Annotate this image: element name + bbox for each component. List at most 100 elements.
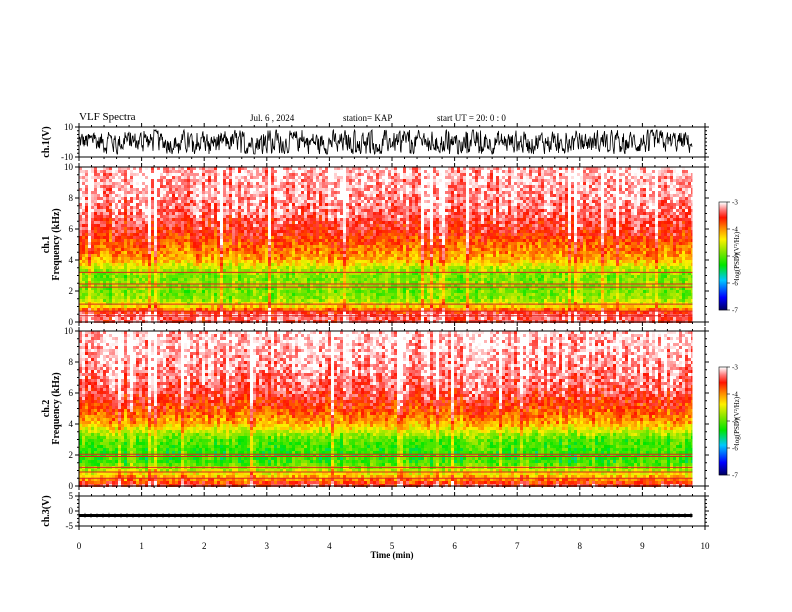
spectrogram-cell: [193, 236, 196, 239]
spectrogram-cell: [502, 206, 505, 209]
spectrogram-cell: [523, 227, 526, 230]
spectrogram-cell: [298, 200, 301, 203]
spectrogram-cell: [304, 179, 307, 182]
spectrogram-cell: [274, 215, 277, 218]
spectrogram-cell: [340, 224, 343, 227]
spectrogram-cell: [271, 206, 274, 209]
spectrogram-cell: [178, 236, 181, 239]
spectrogram-cell: [361, 239, 364, 242]
spectrogram-cell: [388, 203, 391, 206]
spectrogram-cell: [316, 167, 319, 170]
spectrogram-cell: [313, 218, 316, 221]
spectrogram-cell: [517, 185, 520, 188]
spectrogram-cell: [250, 203, 253, 206]
spectrogram-cell: [304, 221, 307, 224]
spectrogram-cell: [676, 221, 679, 224]
spectrogram-cell: [289, 239, 292, 242]
spectrogram-cell: [331, 239, 334, 242]
spectrogram-cell: [388, 176, 391, 179]
spectrogram-cell: [232, 227, 235, 230]
spectrogram-cell: [382, 197, 385, 200]
spectrogram-cell: [619, 197, 622, 200]
spectrogram-cell: [130, 185, 133, 188]
spectrogram-cell: [679, 206, 682, 209]
spectrogram-cell: [205, 206, 208, 209]
spectrogram-cell: [343, 212, 346, 215]
spectrogram-cell: [460, 200, 463, 203]
spectrogram-cell: [421, 173, 427, 176]
spectrogram-cell: [658, 236, 661, 239]
spectrogram-cell: [439, 224, 442, 227]
spectrogram-cell: [520, 239, 523, 242]
spectrogram-cell: [130, 200, 133, 203]
spectrogram-cell: [502, 182, 505, 185]
spectrogram-cell: [166, 221, 169, 224]
spectrogram-cell: [133, 173, 136, 176]
spectrogram-cell: [334, 179, 337, 182]
spectrogram-cell: [433, 185, 436, 188]
spectrogram-cell: [268, 227, 271, 230]
spectrogram-cell: [538, 215, 541, 218]
spectrogram-cell: [493, 221, 496, 224]
spectrogram-cell: [562, 188, 565, 191]
spectrogram-cell: [316, 206, 319, 209]
spectrogram-cell: [202, 239, 205, 242]
spectrogram-cell: [127, 173, 130, 176]
spectrogram-cell: [256, 191, 259, 194]
spectrogram-cell: [286, 167, 289, 170]
spectrogram-cell: [637, 230, 640, 233]
spectrogram-cell: [505, 239, 508, 242]
spectrogram-cell: [400, 206, 403, 209]
spectrogram-cell: [235, 221, 238, 224]
spectrogram-cell: [415, 239, 418, 242]
spectrogram-cell: [370, 239, 373, 242]
spectrogram-cell: [601, 215, 604, 218]
spectrogram-cell: [634, 224, 637, 227]
spectrogram-cell: [664, 200, 667, 203]
spectrogram-cell: [412, 197, 415, 200]
spectrogram-cell: [334, 185, 337, 188]
spectrogram-cell: [589, 176, 592, 179]
spectrogram-cell: [154, 236, 157, 239]
spectrogram-cell: [130, 218, 133, 221]
spectrogram-cell: [154, 206, 157, 209]
spectrogram-cell: [127, 215, 130, 218]
spectrogram-cell: [100, 239, 103, 242]
spectrogram-cell: [610, 215, 613, 218]
spectrogram-cell: [400, 188, 403, 191]
spectrogram-cell: [478, 212, 481, 215]
spectrogram-cell: [142, 197, 145, 200]
spectrogram-cell: [403, 233, 406, 236]
spectrogram-cell: [454, 230, 457, 233]
spectrogram-cell: [445, 239, 448, 242]
spectrogram-cell: [316, 218, 319, 221]
spectrogram-cell: [343, 200, 349, 203]
spectrogram-cell: [331, 227, 334, 230]
spectrogram-cell: [298, 215, 301, 218]
spectrogram-cell: [469, 212, 472, 215]
spectrogram-cell: [280, 215, 283, 218]
spectrogram-cell: [529, 191, 532, 194]
spectrogram-cell: [358, 167, 361, 170]
spectrogram-cell: [661, 233, 664, 236]
spectrogram-cell: [538, 218, 541, 221]
spectrogram-cell: [301, 182, 304, 185]
spectrogram-cell: [268, 209, 271, 212]
spectrogram-cell: [322, 191, 325, 194]
spectrogram-cell: [565, 194, 568, 197]
spectrogram-cell: [412, 236, 415, 239]
spectrogram-cell: [628, 233, 631, 236]
spectrogram-cell: [610, 167, 613, 170]
spectrogram-cell: [235, 212, 238, 215]
spectrogram-cell: [364, 179, 367, 182]
spectrogram-cell: [79, 209, 82, 212]
spectrogram-cell: [478, 239, 481, 242]
spectrogram-cell: [436, 221, 439, 224]
spectrogram-cell: [226, 215, 229, 218]
spectrogram-cell: [460, 215, 463, 218]
spectrogram-cell: [619, 188, 622, 191]
spectrogram-cell: [214, 170, 217, 173]
spectrogram-cell: [217, 209, 220, 212]
spectrogram-cell: [220, 203, 223, 206]
spectrogram-cell: [187, 239, 190, 242]
